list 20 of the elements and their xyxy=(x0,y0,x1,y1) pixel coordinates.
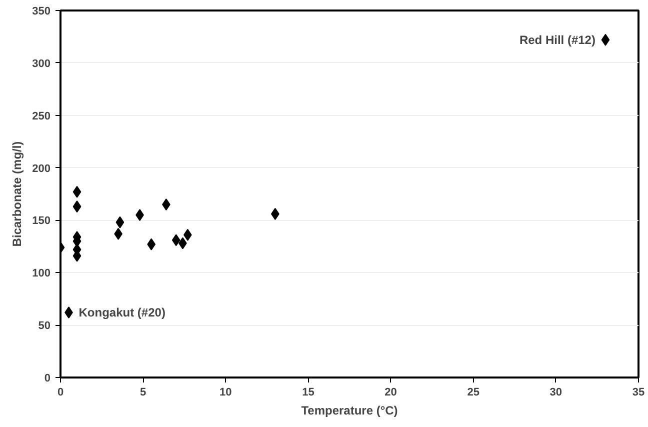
y-tick-label: 200 xyxy=(32,162,51,175)
annotation: Kongakut (#20) xyxy=(78,305,166,320)
y-tick-label: 150 xyxy=(32,215,51,228)
x-tick-label: 15 xyxy=(302,386,314,398)
y-tick-label: 350 xyxy=(32,6,51,18)
y-tick-label: 250 xyxy=(32,110,51,122)
x-tick-label: 20 xyxy=(384,386,397,398)
x-tick-label: 30 xyxy=(550,386,562,398)
x-axis-title: Temperature (°C) xyxy=(301,404,398,418)
y-tick-label: 300 xyxy=(32,58,51,70)
y-tick-label: 50 xyxy=(38,320,51,332)
x-tick-label: 10 xyxy=(220,386,232,398)
y-axis-title: Bicarbonate (mg/l) xyxy=(10,141,24,247)
x-tick-label: 0 xyxy=(57,386,64,398)
x-tick-label: 5 xyxy=(140,386,146,398)
annotation: Red Hill (#12) xyxy=(519,32,596,47)
x-tick-label: 25 xyxy=(467,386,480,398)
y-tick-label: 100 xyxy=(32,268,51,280)
x-tick-label: 35 xyxy=(632,386,645,398)
y-tick-label: 0 xyxy=(44,372,51,384)
